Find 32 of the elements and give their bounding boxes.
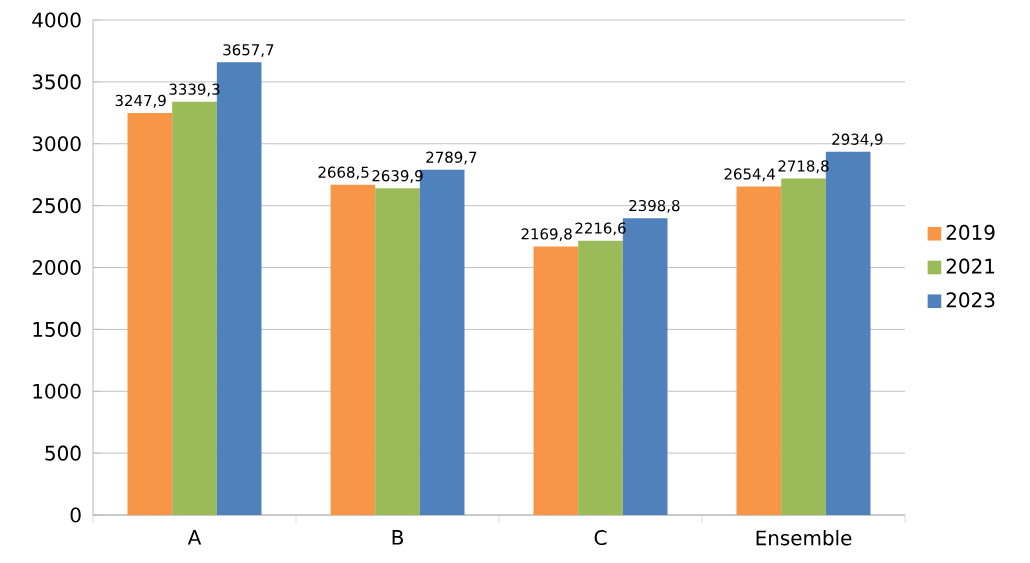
x-tick-label: A — [187, 530, 202, 545]
y-tick-label: 500 — [45, 445, 81, 461]
bar — [533, 246, 579, 515]
x-tick-label: Ensemble — [756, 530, 852, 546]
legend-label: 2019 — [946, 224, 995, 240]
data-label: 2934,9 — [832, 133, 883, 147]
x-tick-label: C — [594, 530, 607, 546]
x-tick-label: B — [392, 530, 403, 545]
legend-label: 2021 — [946, 258, 995, 274]
bar — [330, 184, 376, 515]
y-tick-label: 0 — [70, 507, 81, 523]
data-label: 2654,4 — [724, 168, 775, 182]
y-tick-label: 1500 — [33, 321, 81, 337]
y-tick-label: 2500 — [32, 198, 81, 214]
bar — [172, 101, 217, 515]
data-label: 2398,8 — [629, 199, 680, 213]
bar — [375, 188, 420, 515]
bar — [781, 178, 826, 515]
y-tick-label: 4000 — [32, 12, 81, 28]
y-tick-label: 3500 — [32, 74, 81, 90]
legend-label: 2023 — [946, 292, 995, 308]
data-label: 2668,5 — [318, 166, 369, 180]
y-tick-label: 3000 — [32, 136, 81, 152]
y-tick-label: 1000 — [33, 383, 81, 399]
y-tick-label: 2000 — [32, 259, 81, 276]
data-label: 2789,7 — [426, 151, 477, 165]
data-label: 2169,8 — [521, 228, 572, 242]
bar — [578, 240, 623, 515]
data-label: 3247,9 — [115, 94, 166, 108]
data-label: 3657,7 — [223, 44, 274, 57]
bar — [127, 113, 173, 515]
bar — [736, 186, 782, 515]
